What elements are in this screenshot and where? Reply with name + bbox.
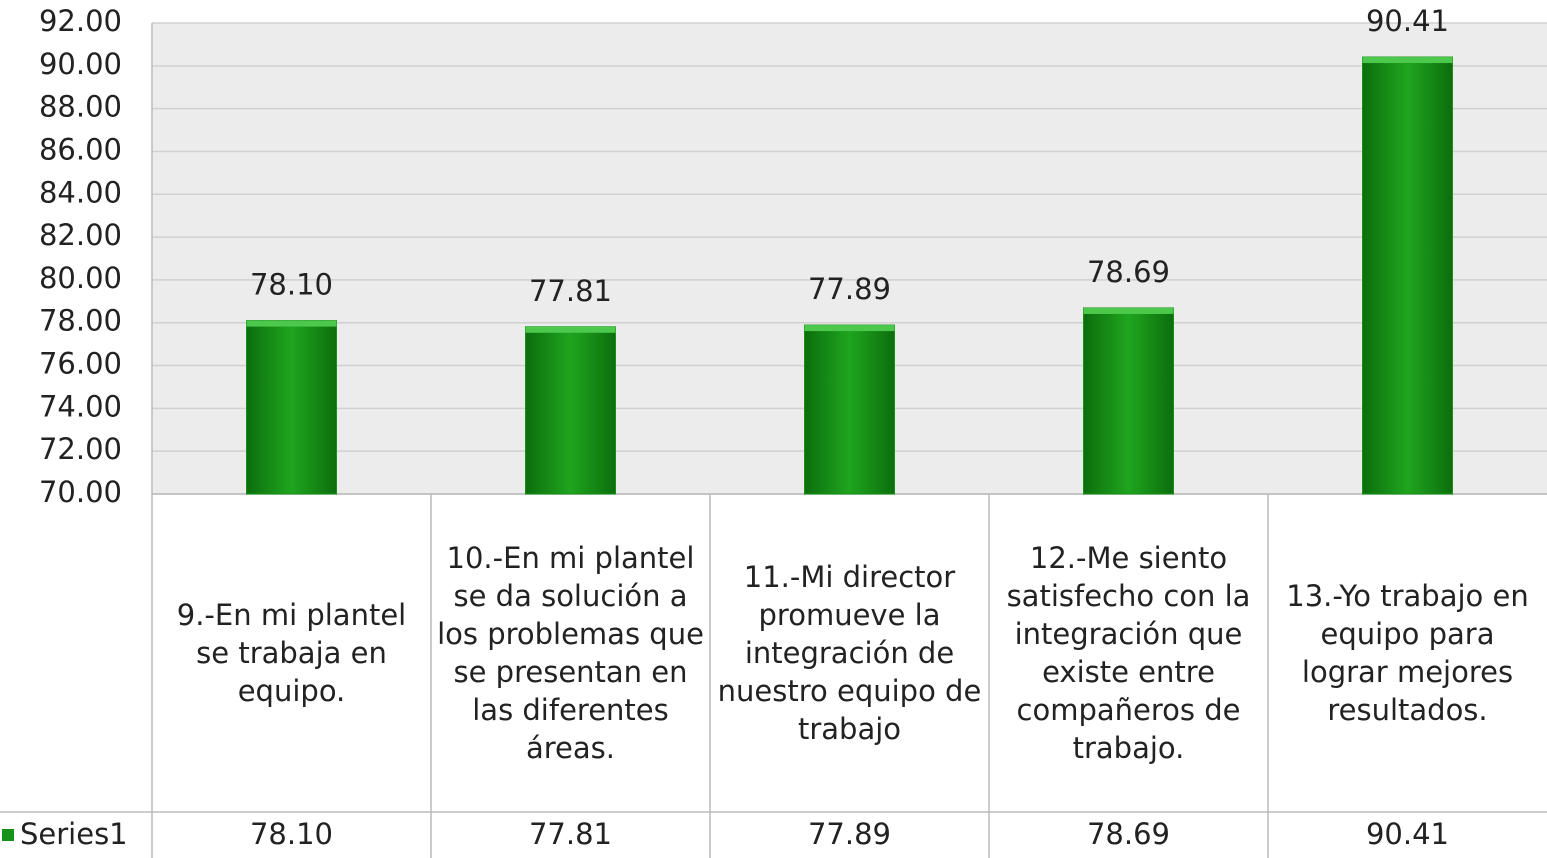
data-label: 78.69 [1087, 255, 1170, 289]
y-tick-label: 80.00 [39, 261, 122, 295]
data-label: 77.81 [529, 274, 612, 308]
y-tick-label: 84.00 [39, 175, 122, 209]
category-label: 9.-En mi plantel se trabaja en equipo. [176, 598, 407, 708]
bar [246, 320, 337, 495]
legend-label: Series1 [20, 817, 128, 851]
y-tick-label: 82.00 [39, 218, 122, 252]
y-tick-label: 70.00 [39, 475, 122, 509]
y-tick-label: 88.00 [39, 90, 122, 124]
y-tick-label: 78.00 [39, 304, 122, 338]
table-value: 78.10 [250, 817, 333, 851]
legend-swatch [2, 829, 14, 841]
category-label: 12.-Me siento satisfecho con la integrac… [1006, 541, 1251, 765]
y-tick-label: 92.00 [39, 4, 122, 38]
y-tick-label: 72.00 [39, 432, 122, 466]
category-label: 10.-En mi plantel se da solución a los p… [437, 541, 704, 765]
bar-highlight [246, 320, 337, 327]
bar-highlight [525, 326, 616, 333]
table-value: 78.69 [1087, 817, 1170, 851]
category-label: 13.-Yo trabajo en equipo para lograr mej… [1286, 579, 1529, 727]
table-value: 77.81 [529, 817, 612, 851]
table-value: 77.89 [808, 817, 891, 851]
y-tick-label: 76.00 [39, 347, 122, 381]
data-label: 77.89 [808, 272, 891, 306]
data-label: 78.10 [250, 268, 333, 302]
bar [804, 324, 895, 495]
data-label: 90.41 [1366, 4, 1449, 38]
y-tick-label: 86.00 [39, 132, 122, 166]
bar-highlight [1083, 307, 1174, 314]
bar [1362, 56, 1453, 495]
bar [525, 326, 616, 495]
category-label: 11.-Mi director promueve la integración … [717, 560, 982, 746]
y-tick-label: 90.00 [39, 47, 122, 81]
bar [1083, 307, 1174, 495]
bar-highlight [1362, 57, 1453, 64]
bar-highlight [804, 325, 895, 332]
y-tick-label: 74.00 [39, 389, 122, 423]
table-value: 90.41 [1366, 817, 1449, 851]
